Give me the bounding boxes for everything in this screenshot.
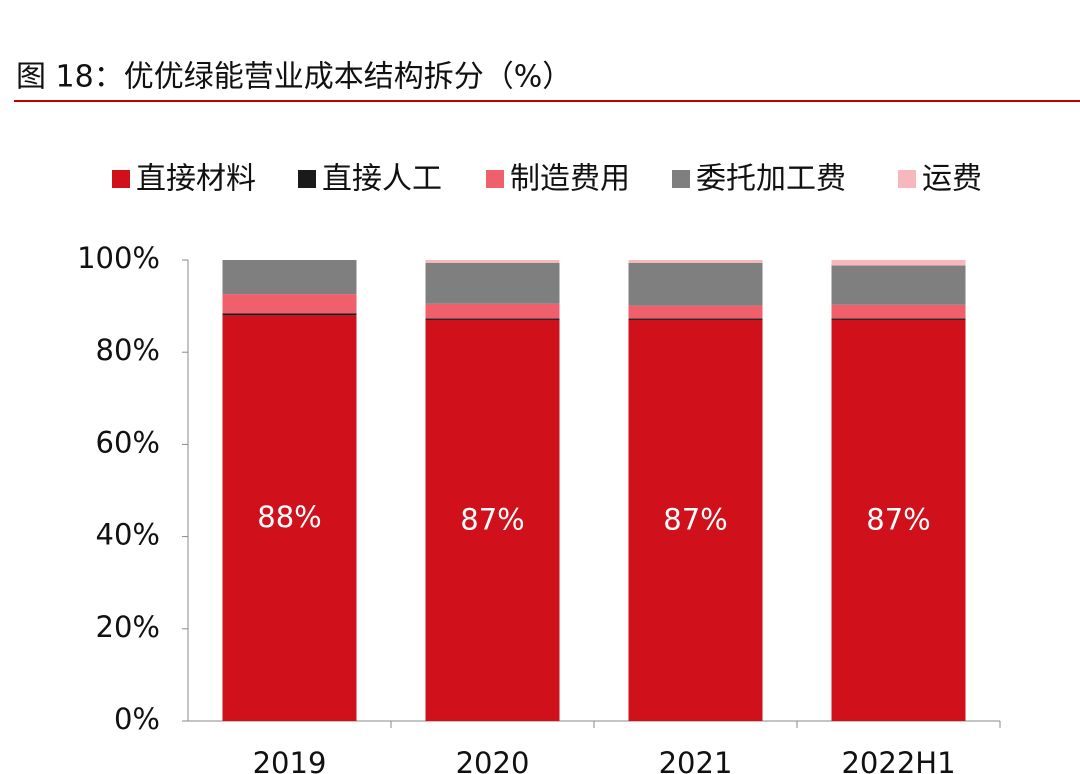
y-tick-label: 60%	[96, 425, 160, 459]
legend-swatch	[112, 170, 130, 188]
y-tick-label: 80%	[96, 333, 160, 367]
bar-segment	[425, 262, 560, 304]
y-tick-label: 0%	[114, 702, 160, 736]
bar-segment	[628, 260, 763, 263]
bar-segment	[831, 304, 966, 319]
bar-segment	[628, 262, 763, 306]
x-tick-label: 2021	[659, 746, 733, 774]
bar-segment	[222, 313, 357, 316]
legend-swatch	[486, 170, 504, 188]
x-tick-label: 2019	[253, 746, 327, 774]
x-tick-label: 2020	[456, 746, 530, 774]
bar-segment	[425, 318, 560, 320]
bar-segment	[222, 260, 357, 295]
bar-segment	[425, 303, 560, 319]
bar-segment	[628, 319, 763, 721]
chart-title: 图 18：优优绿能营业成本结构拆分（%）	[16, 60, 572, 95]
bar-segment	[831, 319, 966, 721]
legend-label: 直接材料	[136, 162, 256, 197]
data-label: 87%	[460, 502, 524, 536]
legend-swatch	[898, 170, 916, 188]
y-tick-label: 100%	[77, 241, 160, 275]
legend-label: 直接人工	[322, 162, 442, 197]
y-tick-label: 40%	[96, 518, 160, 552]
bar-segment	[425, 260, 560, 263]
bar-segment	[222, 294, 357, 314]
legend-label: 运费	[922, 162, 982, 197]
legend-swatch	[298, 170, 316, 188]
x-tick-label: 2022H1	[841, 746, 955, 774]
y-tick-label: 20%	[96, 610, 160, 644]
bar-segment	[831, 318, 966, 320]
bar-segment	[628, 305, 763, 319]
bar-segment	[831, 260, 966, 266]
bar-segment	[831, 265, 966, 305]
bar-segment	[425, 319, 560, 721]
bar-segment	[628, 318, 763, 320]
legend-swatch	[672, 170, 690, 188]
legend-label: 制造费用	[510, 162, 630, 197]
legend-label: 委托加工费	[696, 162, 846, 197]
data-label: 88%	[257, 500, 321, 534]
data-label: 87%	[866, 502, 930, 536]
data-label: 87%	[663, 502, 727, 536]
bar-segment	[222, 315, 357, 721]
